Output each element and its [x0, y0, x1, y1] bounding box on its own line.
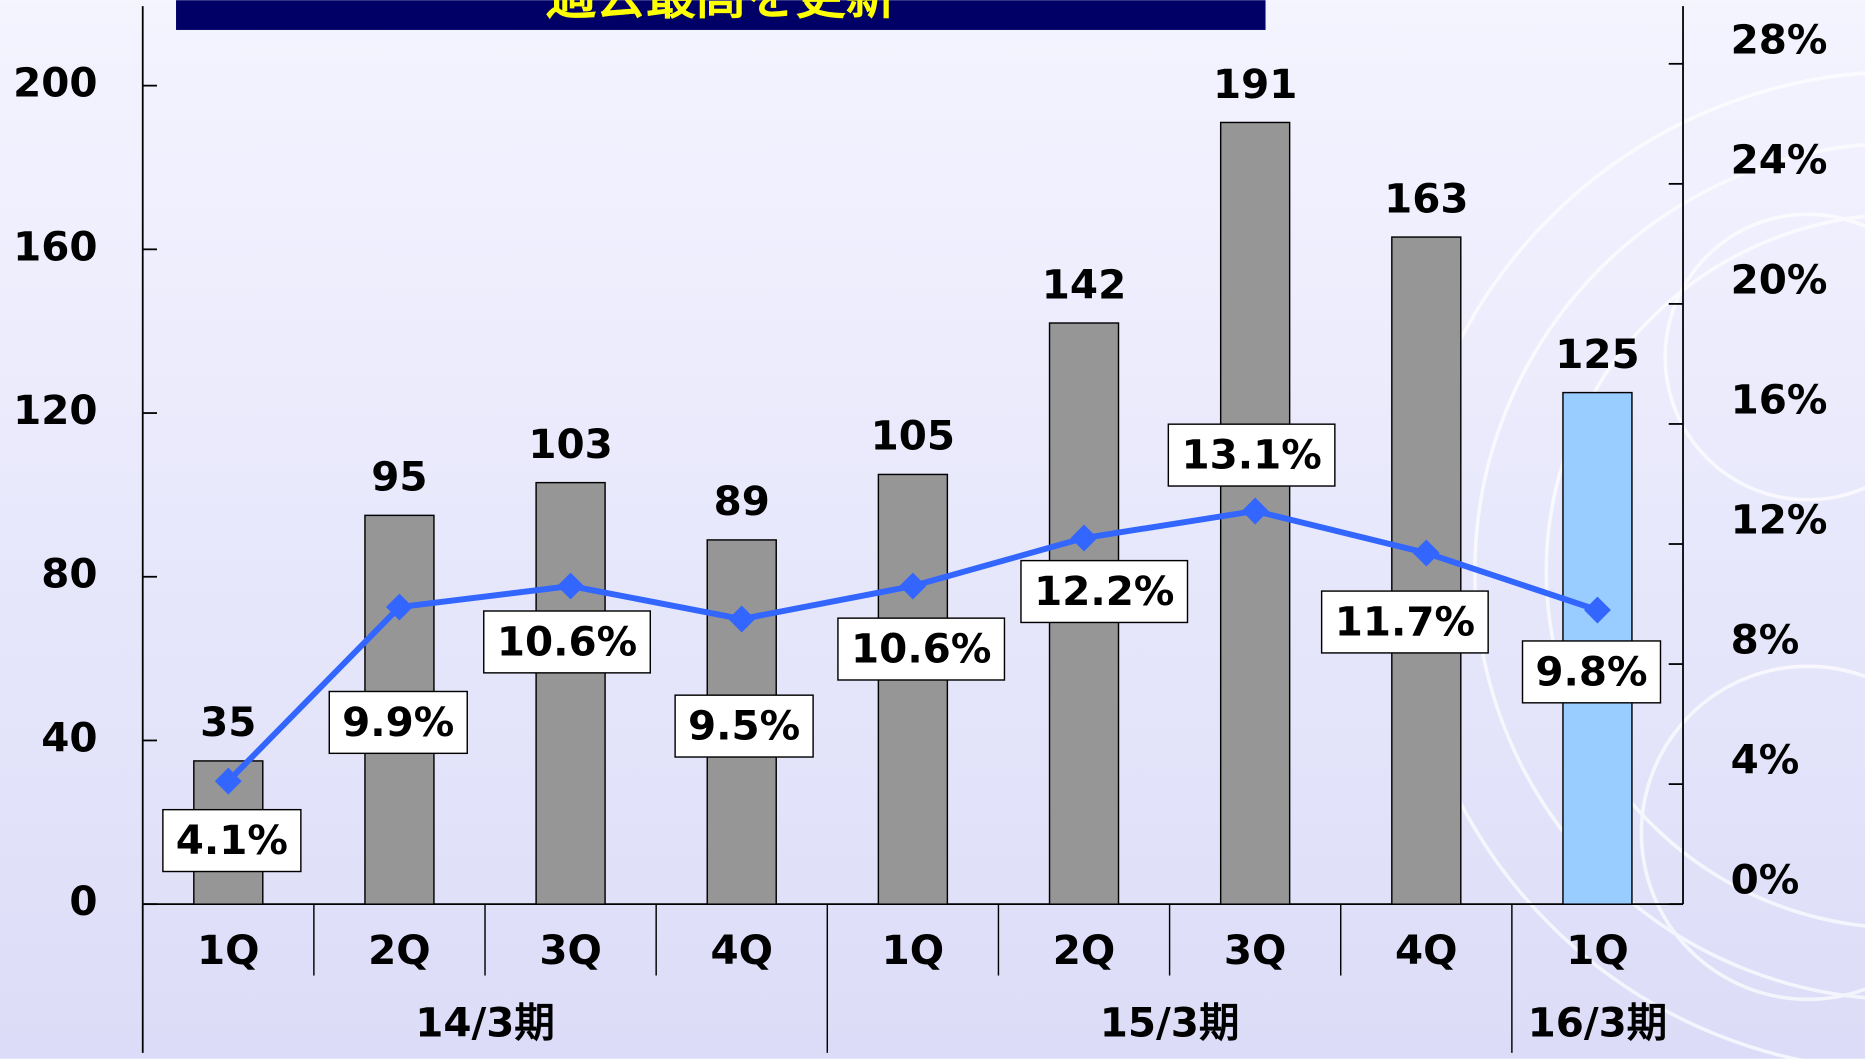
bar: [1391, 236, 1462, 905]
line-marker: [1241, 497, 1269, 525]
data-label-box: [1521, 640, 1662, 704]
data-label: 11.7%: [1335, 597, 1475, 645]
bar-value-label: 163: [1384, 174, 1468, 222]
x-tick-label: 4Q: [1395, 926, 1458, 974]
line-marker: [728, 605, 756, 633]
data-label: 10.6%: [497, 617, 637, 665]
x-tick-label: 3Q: [539, 926, 602, 974]
y-tick-label: 80: [41, 550, 97, 598]
y2-tick-label: 4%: [1731, 736, 1800, 784]
bar-value-label: 89: [714, 477, 770, 525]
data-label: 9.9%: [342, 698, 454, 746]
bar-value-label: 103: [528, 420, 612, 468]
bar-value-label: 191: [1213, 60, 1297, 108]
group-label: 15/3期: [1100, 998, 1240, 1046]
x-tick-label: 4Q: [710, 926, 773, 974]
y2-tick-label: 16%: [1731, 376, 1828, 424]
x-tick-label: 1Q: [1566, 926, 1629, 974]
data-label: 9.5%: [688, 701, 800, 749]
data-label-box: [837, 617, 1006, 681]
y-tick-label: 120: [13, 386, 97, 434]
group-label: 14/3期: [415, 998, 555, 1046]
bar-value-label: 105: [871, 412, 955, 460]
data-label: 10.6%: [851, 624, 991, 672]
data-label-box: [162, 808, 302, 873]
data-label-box: [1320, 590, 1489, 654]
bar: [535, 481, 606, 905]
y2-tick-label: 24%: [1731, 135, 1828, 183]
y2-tick-label: 20%: [1731, 255, 1828, 303]
y-tick-label: 40: [41, 713, 97, 761]
data-label-box: [328, 690, 468, 755]
data-label: 9.8%: [1535, 647, 1647, 695]
line-marker: [899, 572, 927, 600]
data-label: 4.1%: [176, 816, 288, 864]
data-label: 12.2%: [1034, 567, 1174, 615]
bar-value-label: 125: [1555, 330, 1639, 378]
y2-tick-label: 28%: [1731, 15, 1828, 63]
x-tick-label: 2Q: [1053, 926, 1116, 974]
line-marker: [385, 593, 413, 621]
data-label-box: [1167, 423, 1336, 487]
x-tick-label: 2Q: [368, 926, 431, 974]
chart-title: 過去最高を更新: [546, 0, 896, 26]
data-label-box: [1020, 559, 1189, 624]
x-tick-label: 1Q: [882, 926, 945, 974]
y2-tick-label: 12%: [1731, 496, 1828, 544]
bar-value-label: 142: [1042, 260, 1126, 308]
data-label-box: [674, 694, 814, 758]
bar-value-label: 95: [371, 453, 427, 501]
data-label: 13.1%: [1181, 430, 1321, 478]
bar-value-label: 35: [200, 698, 256, 746]
title-banner: [176, 0, 1266, 30]
y-tick-label: 160: [13, 222, 97, 270]
line-marker: [1412, 539, 1440, 567]
group-label: 16/3期: [1528, 998, 1668, 1046]
bar: [877, 473, 949, 905]
y2-tick-label: 8%: [1731, 616, 1800, 664]
y2-tick-label: 0%: [1731, 856, 1800, 904]
data-label-box: [483, 610, 651, 674]
y-tick-label: 0: [69, 877, 97, 925]
x-tick-label: 1Q: [197, 926, 260, 974]
y-tick-label: 200: [13, 59, 97, 107]
x-tick-label: 3Q: [1224, 926, 1287, 974]
